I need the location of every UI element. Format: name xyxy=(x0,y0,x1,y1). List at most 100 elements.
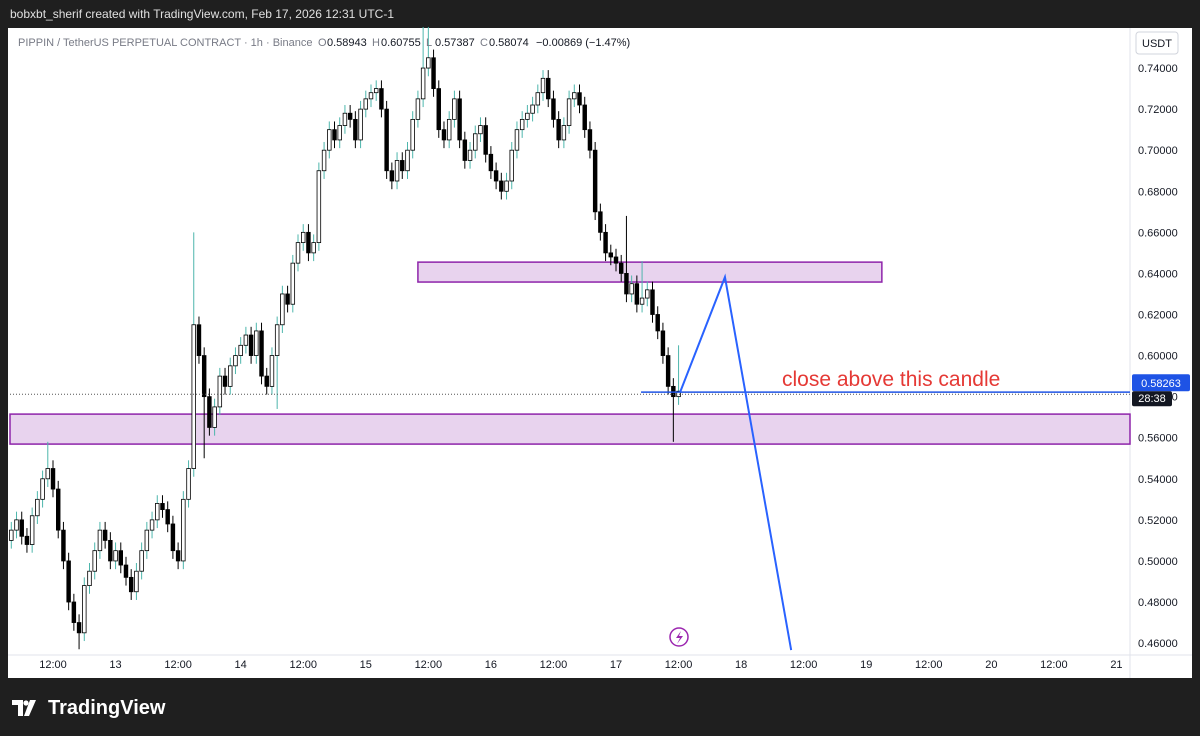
x-tick-label: 12:00 xyxy=(915,659,943,671)
y-tick-label: 0.74000 xyxy=(1138,63,1178,75)
candle-body xyxy=(228,365,233,387)
candle-body xyxy=(301,231,306,244)
candle-body xyxy=(337,125,342,141)
candle-body xyxy=(82,585,87,634)
candle-body xyxy=(264,375,269,387)
candle-body xyxy=(50,468,56,490)
x-tick-label: 12:00 xyxy=(790,659,818,671)
candle-body xyxy=(35,498,40,517)
candle-body xyxy=(285,293,290,305)
candle-body xyxy=(342,112,348,126)
candle-body xyxy=(457,98,462,141)
candle-body xyxy=(519,118,525,131)
ohlc-key: O xyxy=(318,37,327,49)
candle-body xyxy=(248,334,254,356)
ohlc-value: 0.58943 xyxy=(327,37,367,49)
candle-body xyxy=(222,375,228,387)
candle-body xyxy=(504,180,509,192)
currency: USDT xyxy=(1142,38,1172,50)
candle-body xyxy=(415,98,421,120)
candle-body xyxy=(259,330,264,377)
candle-body xyxy=(598,211,603,233)
candle-body xyxy=(40,478,45,500)
y-tick-label: 0.60000 xyxy=(1138,351,1178,363)
candle-body xyxy=(587,129,593,151)
tv-logo-dot xyxy=(23,700,29,706)
candle-body xyxy=(556,118,561,141)
candle-body xyxy=(639,297,645,305)
candle-body xyxy=(269,355,275,387)
candle-body xyxy=(650,289,655,315)
y-tick-label: 0.56000 xyxy=(1138,433,1178,445)
candle-body xyxy=(207,396,212,428)
candle-body xyxy=(217,375,223,408)
candle-body xyxy=(509,149,514,182)
y-tick-label: 0.72000 xyxy=(1138,104,1178,116)
candle-body xyxy=(535,92,541,106)
candle-body xyxy=(634,283,640,305)
candle-body xyxy=(128,576,134,593)
candle-body xyxy=(462,139,468,161)
candle-body xyxy=(274,324,280,356)
x-tick-label: 20 xyxy=(985,659,997,671)
candle-body xyxy=(144,529,150,552)
candle-body xyxy=(175,550,181,562)
x-tick-label: 12:00 xyxy=(39,659,67,671)
candle-body xyxy=(311,242,316,254)
candle-body xyxy=(19,519,24,537)
candle-body xyxy=(97,529,103,552)
x-tick-label: 19 xyxy=(860,659,872,671)
candle-body xyxy=(280,293,285,326)
candle-body xyxy=(446,118,452,141)
candle-body xyxy=(384,108,389,172)
ohlc-key: L xyxy=(426,37,432,49)
ohlc-value: 0.57387 xyxy=(435,37,475,49)
candle-body xyxy=(426,57,431,69)
chart-panel xyxy=(8,28,1192,678)
candle-body xyxy=(102,529,108,541)
candle-body xyxy=(113,550,118,562)
symbol: PIPPIN / TetherUS PERPETUAL CONTRACT · 1… xyxy=(18,37,312,49)
candle-body xyxy=(592,149,598,213)
candle-body xyxy=(488,153,494,172)
candle-body xyxy=(530,104,535,114)
candle-body xyxy=(608,252,614,258)
candle-body xyxy=(108,540,113,562)
candle-body xyxy=(55,488,61,531)
x-tick-label: 12:00 xyxy=(289,659,317,671)
x-tick-label: 12:00 xyxy=(1040,659,1068,671)
candle-body xyxy=(321,149,327,172)
zone xyxy=(417,261,883,283)
candle-body xyxy=(525,112,530,120)
candle-body xyxy=(196,324,202,356)
candle-body xyxy=(29,515,35,545)
candle-body xyxy=(186,468,191,500)
event-icon-bolt xyxy=(676,631,683,644)
candle-body xyxy=(655,314,660,332)
candle-body xyxy=(499,180,504,192)
y-tick-label: 0.54000 xyxy=(1138,474,1178,486)
candle-body xyxy=(441,129,447,141)
candle-body xyxy=(379,88,384,110)
candle-body xyxy=(295,242,301,264)
candle-body xyxy=(645,289,650,299)
candle-body xyxy=(14,519,19,531)
ohlc-key: H xyxy=(372,37,380,49)
currency-box[interactable] xyxy=(1135,31,1179,55)
y-tick-label: 0.50000 xyxy=(1138,556,1178,568)
y-tick-label: 0.70000 xyxy=(1138,145,1178,157)
candle-body xyxy=(478,125,483,135)
candle-body xyxy=(160,503,165,510)
x-tick-label: 14 xyxy=(235,659,247,671)
candle-body xyxy=(9,529,14,541)
countdown: 28:38 xyxy=(1138,393,1166,405)
candle-body xyxy=(431,57,436,89)
candle-body xyxy=(290,262,296,305)
candle-body xyxy=(551,98,556,120)
price-label: 0.58263 xyxy=(1141,378,1181,390)
candle-body xyxy=(546,77,551,100)
x-tick-label: 15 xyxy=(360,659,372,671)
candle-body xyxy=(467,149,473,161)
candle-body xyxy=(45,468,51,480)
